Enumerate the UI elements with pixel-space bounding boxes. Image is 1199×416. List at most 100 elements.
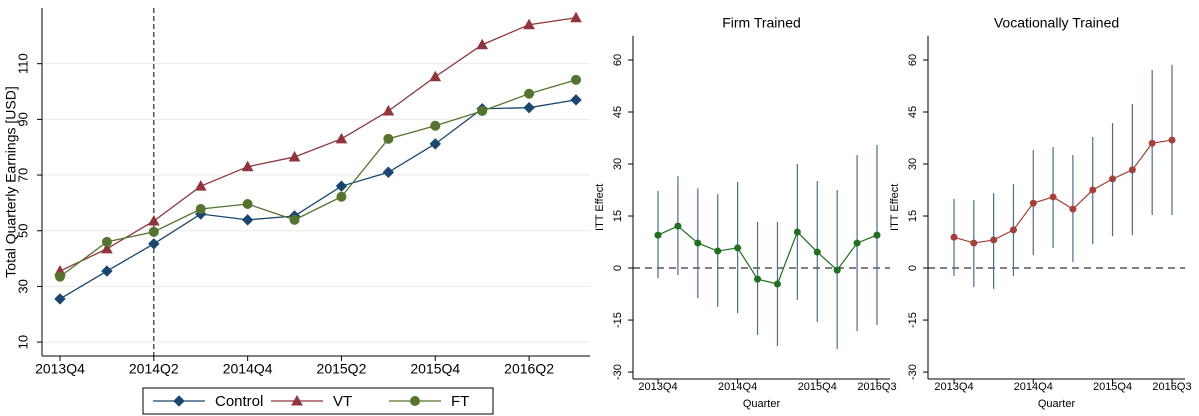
legend-label: FT bbox=[451, 393, 469, 410]
point bbox=[524, 88, 535, 99]
point bbox=[571, 74, 581, 85]
point bbox=[382, 104, 395, 116]
point bbox=[476, 38, 489, 50]
point bbox=[570, 94, 582, 106]
point bbox=[873, 231, 881, 239]
point bbox=[101, 236, 112, 247]
y-tick-label: -30 bbox=[612, 364, 624, 380]
y-tick-label: -30 bbox=[907, 364, 919, 380]
y-tick-label: -15 bbox=[612, 312, 624, 328]
series-line bbox=[59, 17, 577, 272]
y-tick-label: 30 bbox=[15, 279, 30, 293]
chart-title: Firm Trained bbox=[722, 15, 801, 31]
y-tick-label: 60 bbox=[612, 54, 624, 66]
point bbox=[173, 395, 185, 407]
point bbox=[970, 239, 978, 247]
point bbox=[429, 138, 441, 150]
point bbox=[1069, 205, 1077, 213]
x-tick-label: 2014Q4 bbox=[1014, 381, 1053, 393]
point bbox=[1128, 166, 1136, 174]
y-tick-label: 60 bbox=[907, 54, 919, 66]
x-tick-label: 2016Q3 bbox=[1152, 381, 1191, 393]
point bbox=[570, 11, 582, 23]
x-tick-label: 2015Q2 bbox=[317, 361, 367, 377]
y-tick-label: 0 bbox=[907, 265, 919, 271]
series-line bbox=[657, 225, 878, 285]
point bbox=[242, 198, 253, 209]
chart-title: Vocationally Trained bbox=[994, 15, 1119, 31]
point bbox=[336, 191, 347, 202]
y-tick-label: 50 bbox=[15, 223, 30, 237]
series-line bbox=[59, 79, 577, 278]
point bbox=[429, 70, 442, 82]
point bbox=[1109, 175, 1117, 183]
point bbox=[1049, 193, 1057, 201]
x-tick-label: 2016Q2 bbox=[504, 361, 554, 377]
point bbox=[241, 160, 254, 172]
x-tick-label: 2013Q4 bbox=[934, 381, 973, 393]
point bbox=[383, 133, 394, 144]
point bbox=[1168, 136, 1176, 144]
x-tick-label: 2013Q4 bbox=[35, 361, 85, 377]
point bbox=[754, 275, 762, 283]
point bbox=[54, 293, 66, 305]
y-tick-label: 70 bbox=[15, 168, 30, 182]
point bbox=[674, 222, 682, 230]
point bbox=[1148, 139, 1156, 147]
point bbox=[714, 247, 722, 255]
y-tick-label: 45 bbox=[612, 106, 624, 118]
legend-label: VT bbox=[333, 393, 352, 410]
point bbox=[288, 150, 301, 162]
x-tick-label: 2014Q4 bbox=[223, 361, 273, 377]
x-tick-label: 2013Q4 bbox=[638, 381, 677, 393]
point bbox=[734, 244, 742, 252]
point bbox=[410, 396, 420, 406]
point bbox=[694, 239, 702, 247]
series-line bbox=[953, 139, 1173, 244]
y-tick-label: 30 bbox=[612, 158, 624, 170]
y-tick-label: 110 bbox=[15, 53, 30, 74]
point bbox=[853, 239, 861, 247]
point bbox=[1089, 186, 1097, 194]
x-tick-label: 2015Q4 bbox=[410, 361, 460, 377]
x-tick-label: 2015Q4 bbox=[798, 381, 837, 393]
point bbox=[148, 238, 160, 250]
point bbox=[430, 120, 441, 131]
y-tick-label: 15 bbox=[612, 210, 624, 222]
point bbox=[289, 214, 300, 225]
point bbox=[101, 242, 113, 254]
point bbox=[335, 180, 348, 192]
point bbox=[147, 214, 160, 226]
series-line bbox=[59, 99, 577, 300]
point bbox=[654, 231, 662, 239]
y-tick-label: -15 bbox=[907, 312, 919, 328]
x-tick-label: 2015Q4 bbox=[1093, 381, 1132, 393]
point bbox=[194, 180, 207, 191]
y-tick-label: 10 bbox=[15, 335, 30, 349]
point bbox=[335, 132, 348, 144]
legend-label: Control bbox=[215, 393, 263, 410]
y-tick-label: 30 bbox=[907, 158, 919, 170]
point bbox=[523, 18, 535, 30]
point bbox=[773, 280, 781, 288]
point bbox=[793, 228, 801, 236]
point bbox=[833, 266, 841, 274]
point bbox=[101, 265, 113, 277]
point bbox=[813, 248, 821, 256]
y-tick-label: 45 bbox=[907, 106, 919, 118]
point bbox=[55, 271, 65, 282]
y-axis-label: ITT Effect bbox=[889, 184, 901, 231]
point bbox=[195, 204, 206, 215]
point bbox=[148, 226, 159, 237]
y-tick-label: 15 bbox=[907, 210, 919, 222]
point bbox=[990, 236, 998, 244]
x-axis-label: Quarter bbox=[1038, 398, 1076, 410]
point bbox=[1009, 226, 1017, 234]
y-tick-label: 0 bbox=[612, 265, 624, 271]
x-tick-label: 2014Q4 bbox=[718, 381, 757, 393]
y-axis-label: ITT Effect bbox=[594, 184, 606, 231]
point bbox=[950, 233, 958, 241]
y-tick-label: 90 bbox=[15, 112, 30, 126]
x-tick-label: 2014Q2 bbox=[129, 361, 179, 377]
